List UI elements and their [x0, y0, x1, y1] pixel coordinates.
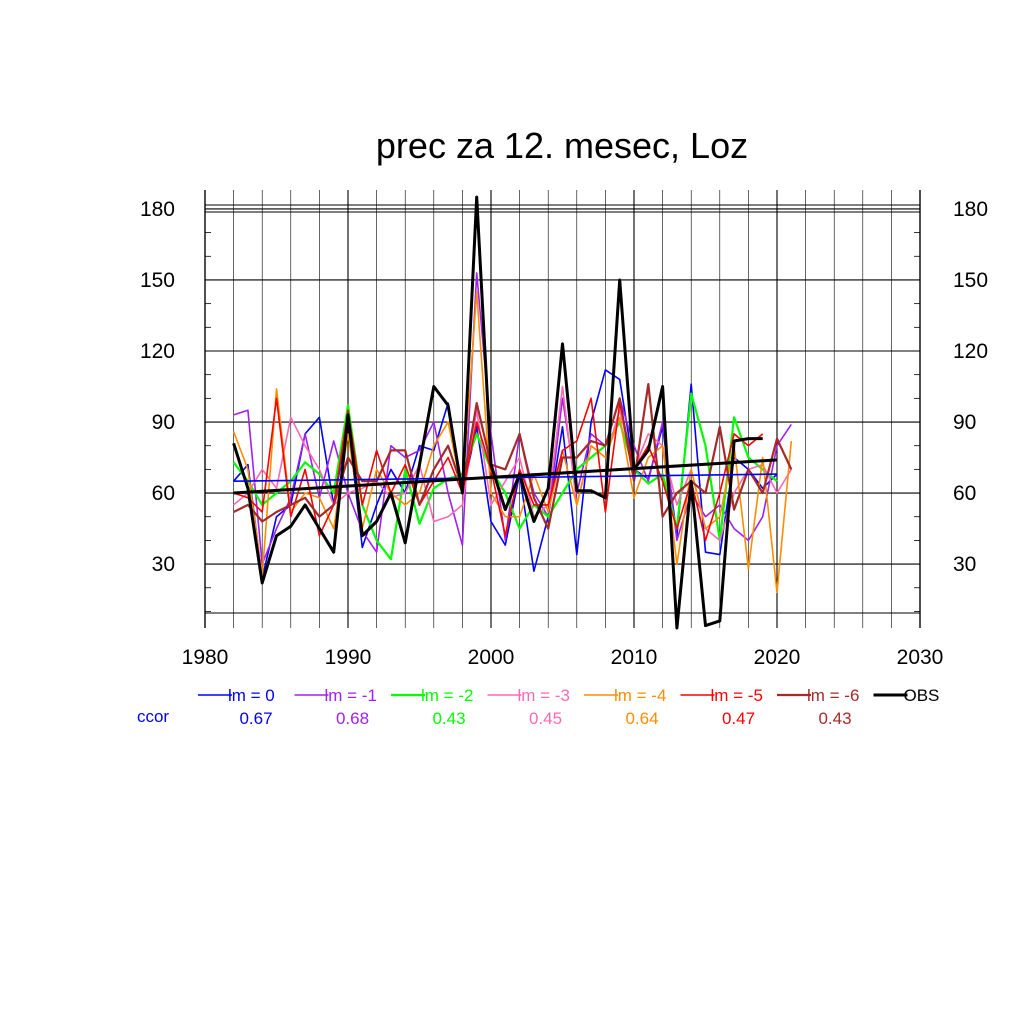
- y-tick-label: 30: [152, 553, 175, 576]
- series-line-0: [232, 369, 778, 580]
- ccor-value: 0.67: [239, 709, 272, 728]
- ccor-value: 0.47: [722, 709, 755, 728]
- y-tick-label: 150: [140, 269, 175, 292]
- series-line-6: [233, 383, 793, 530]
- ccor-value: 0.43: [818, 709, 851, 728]
- y-tick-label-right: 120: [953, 340, 988, 363]
- chart-title: prec za 12. mesec, Loz: [376, 125, 748, 166]
- x-tick-label: 2000: [468, 646, 515, 669]
- series-line-4: [232, 291, 793, 594]
- ccor-label: ccor: [137, 707, 169, 726]
- x-tick-label: 1980: [182, 646, 229, 669]
- ccor-value: 0.45: [529, 709, 562, 728]
- ccor-value: 0.68: [336, 709, 369, 728]
- plot-area: 30 30 60 60 90 90 120 120 150 150 180 180 1980 1990 20…: [140, 190, 988, 669]
- series-line-1: [233, 272, 792, 565]
- legend-label: lm = 0: [228, 686, 275, 705]
- x-tick-label: 1990: [325, 646, 372, 669]
- y-tick-label-right: 60: [953, 482, 976, 505]
- legend-label: OBS: [904, 686, 940, 705]
- legend-label: lm = -1: [325, 686, 377, 705]
- y-tick-label-right: 30: [953, 553, 976, 576]
- series-line-7: [232, 195, 763, 630]
- y-tick-label-right: 180: [953, 198, 988, 221]
- y-tick-label: 90: [152, 411, 175, 434]
- y-tick-label-right: 90: [953, 411, 976, 434]
- y-tick-label-right: 150: [953, 269, 988, 292]
- x-tick-label: 2010: [611, 646, 658, 669]
- legend-label: lm = -3: [518, 686, 570, 705]
- legend-label: lm = -4: [614, 686, 666, 705]
- ccor-value: 0.43: [432, 709, 465, 728]
- y-tick-label: 180: [140, 198, 175, 221]
- legend-label: lm = -5: [711, 686, 763, 705]
- legend-label: lm = -2: [421, 686, 473, 705]
- ccor-value: 0.64: [625, 709, 658, 728]
- legend-label: lm = -6: [807, 686, 859, 705]
- y-tick-label: 120: [140, 340, 175, 363]
- x-tick-label: 2020: [754, 646, 801, 669]
- y-tick-label: 60: [152, 482, 175, 505]
- x-tick-label: 2030: [897, 646, 944, 669]
- legend: lm = 0 0.67 lm = -1 0.68 lm = -2 0.43 lm = -3 0…: [137, 686, 939, 728]
- trend-line-7: [233, 458, 778, 495]
